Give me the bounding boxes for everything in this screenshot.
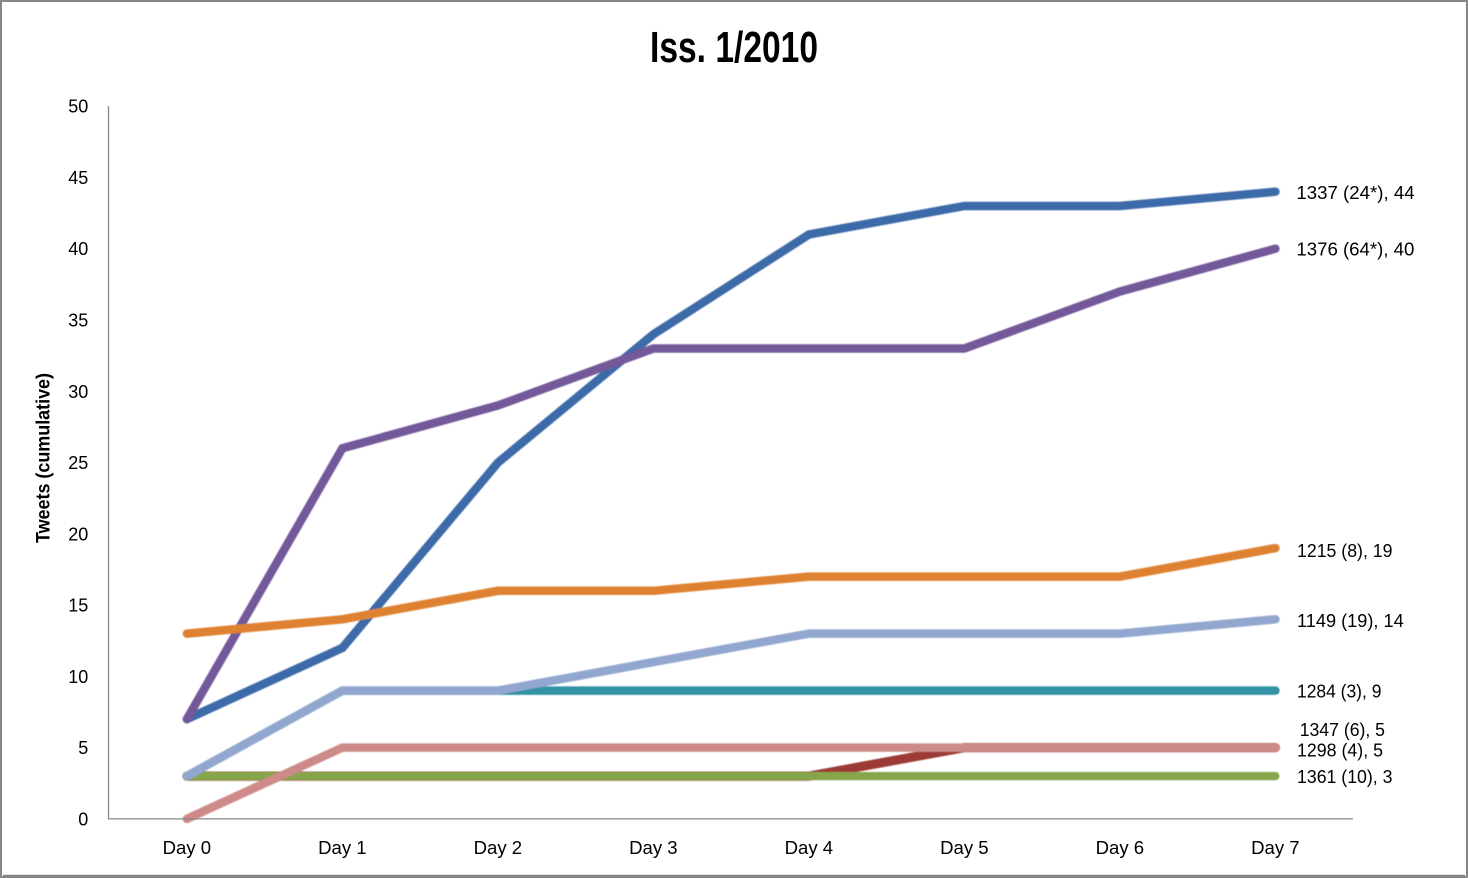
svg-text:1149 (19), 14: 1149 (19), 14 xyxy=(1297,611,1404,631)
svg-text:1284 (3), 9: 1284 (3), 9 xyxy=(1297,682,1381,702)
svg-text:40: 40 xyxy=(68,239,88,259)
svg-text:35: 35 xyxy=(68,311,88,331)
svg-text:Day 2: Day 2 xyxy=(474,838,523,858)
svg-text:15: 15 xyxy=(68,596,88,616)
svg-text:Day 3: Day 3 xyxy=(629,838,678,858)
svg-text:Day 1: Day 1 xyxy=(318,838,367,858)
svg-text:Iss. 1/2010: Iss. 1/2010 xyxy=(650,23,818,72)
svg-text:20: 20 xyxy=(68,524,88,544)
svg-text:25: 25 xyxy=(68,453,88,473)
svg-text:5: 5 xyxy=(78,738,88,758)
svg-text:1376 (64*), 40: 1376 (64*), 40 xyxy=(1296,239,1414,259)
svg-text:Day 6: Day 6 xyxy=(1096,838,1145,858)
svg-text:Day 4: Day 4 xyxy=(785,838,834,858)
svg-text:Day 5: Day 5 xyxy=(940,838,989,858)
svg-text:1215 (8), 19: 1215 (8), 19 xyxy=(1297,541,1393,561)
svg-text:Tweets (cumulative): Tweets (cumulative) xyxy=(34,373,55,543)
svg-text:50: 50 xyxy=(68,97,88,117)
svg-text:10: 10 xyxy=(68,667,88,687)
svg-text:1347 (6), 5: 1347 (6), 5 xyxy=(1300,720,1385,740)
svg-text:30: 30 xyxy=(68,382,88,402)
svg-text:1337 (24*), 44: 1337 (24*), 44 xyxy=(1296,183,1414,203)
svg-text:1298 (4), 5: 1298 (4), 5 xyxy=(1297,741,1383,761)
svg-text:0: 0 xyxy=(78,809,88,829)
svg-text:Day 7: Day 7 xyxy=(1251,838,1300,858)
svg-text:1361 (10), 3: 1361 (10), 3 xyxy=(1297,767,1393,787)
svg-text:Day 0: Day 0 xyxy=(163,838,212,858)
svg-text:45: 45 xyxy=(68,168,88,188)
